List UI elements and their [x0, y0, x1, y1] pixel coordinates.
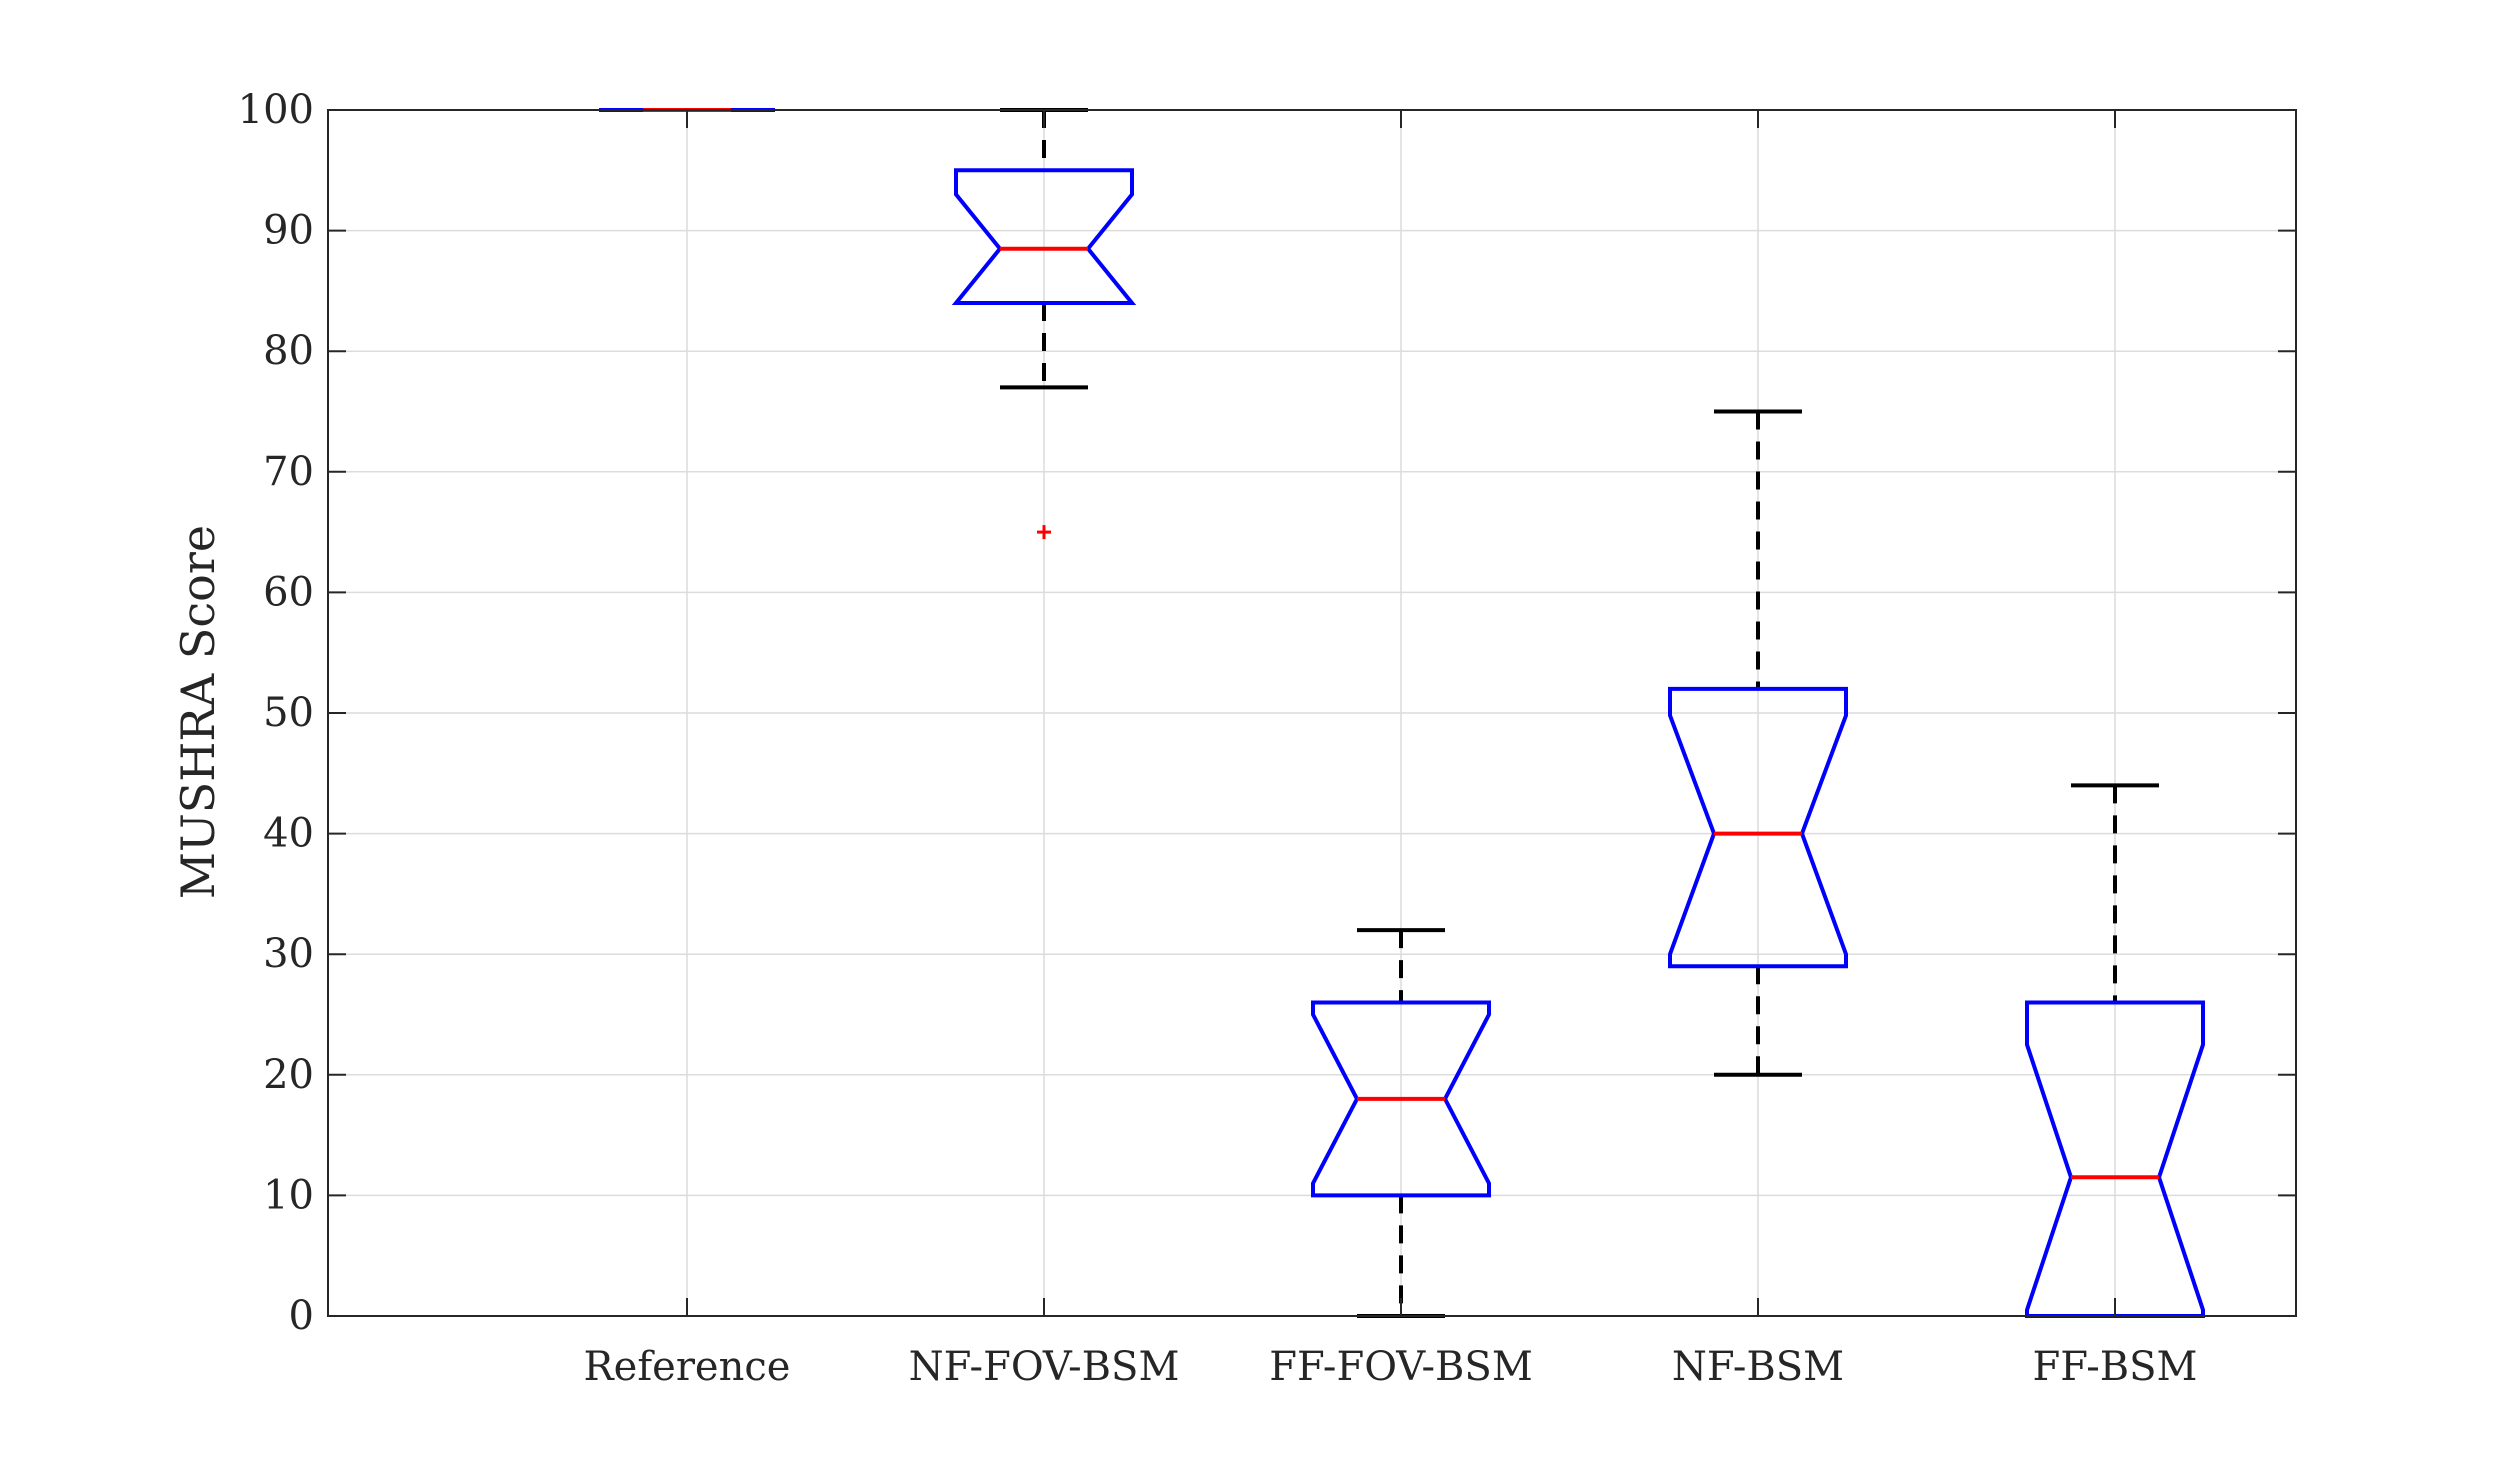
- y-axis-title: MUSHRA Score: [171, 525, 225, 899]
- y-tick-label: 60: [263, 569, 314, 615]
- notched-box: [1668, 686, 1848, 969]
- box-group-nf-bsm: [1668, 409, 1848, 1077]
- x-tick-label: FF-FOV-BSM: [1269, 1344, 1533, 1390]
- y-tick-label: 0: [289, 1293, 314, 1339]
- axes: 0 10 20 30 40 50 60 70 80 90 100 Reference NF-FOV-BS…: [238, 87, 2297, 1390]
- grid-lines: [328, 109, 2296, 1317]
- y-tick-label: 90: [263, 208, 314, 254]
- y-tick-label: 10: [263, 1172, 314, 1218]
- y-tick-label: 20: [263, 1052, 314, 1098]
- x-tick-label: NF-FOV-BSM: [909, 1344, 1180, 1390]
- outlier-marker: [1037, 525, 1051, 540]
- notched-box: [951, 168, 1137, 305]
- x-tick-label: Reference: [584, 1344, 791, 1390]
- x-tick-label: NF-BSM: [1672, 1344, 1844, 1390]
- y-tick-label: 50: [263, 690, 314, 736]
- y-tick-label: 30: [263, 931, 314, 977]
- y-tick-label: 70: [263, 449, 314, 495]
- notched-box: [1311, 1000, 1491, 1198]
- plot-frame: [327, 109, 2297, 1317]
- y-tick-label: 40: [263, 811, 314, 857]
- y-tick-label: 100: [238, 87, 314, 133]
- x-tick-label: FF-BSM: [2033, 1344, 2198, 1390]
- y-tick-label: 80: [263, 328, 314, 374]
